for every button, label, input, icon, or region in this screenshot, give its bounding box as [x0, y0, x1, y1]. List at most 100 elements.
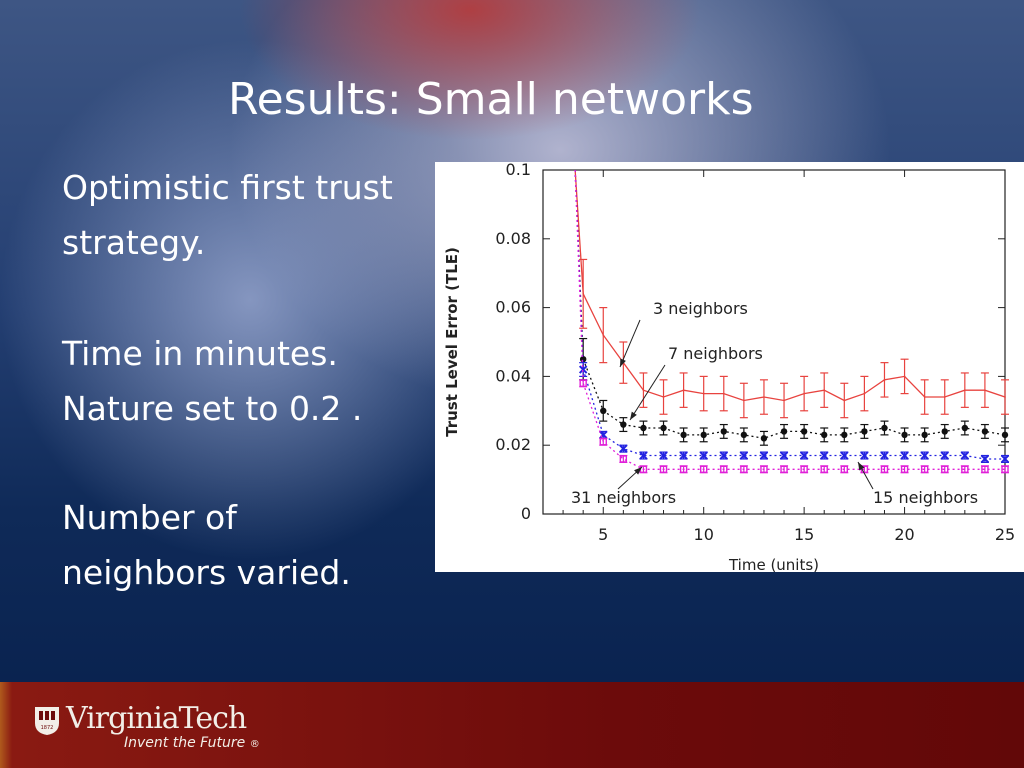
- data-point: [780, 428, 788, 435]
- series-3-neighbors: [574, 169, 1009, 419]
- data-point: [599, 430, 608, 440]
- annotation-label: 15 neighbors: [873, 488, 978, 507]
- data-point: [659, 465, 668, 473]
- annotation-arrow: [619, 319, 641, 368]
- data-point: [860, 465, 869, 473]
- data-point: [780, 465, 788, 473]
- annotation-arrowhead: [620, 358, 626, 367]
- data-point: [599, 438, 607, 446]
- body-line-strategy-1: Optimistic first trust: [62, 168, 393, 207]
- annotation-label: 3 neighbors: [653, 299, 748, 318]
- data-point: [961, 465, 969, 473]
- data-point: [1000, 454, 1010, 464]
- data-point: [821, 431, 828, 439]
- data-point: [662, 396, 665, 398]
- data-point: [660, 424, 667, 432]
- data-point: [578, 365, 588, 374]
- data-point: [702, 392, 705, 395]
- data-point: [740, 431, 748, 439]
- data-point: [722, 392, 725, 395]
- data-point: [640, 424, 647, 432]
- data-point: [820, 451, 829, 460]
- data-point: [760, 465, 768, 473]
- tagline-text: Invent the Future: [124, 735, 246, 751]
- x-tick-label: 10: [694, 525, 714, 544]
- annotation-arrowhead: [634, 467, 642, 475]
- body-line-neighbors-2: neighbors varied.: [62, 553, 351, 592]
- plot-frame: [542, 169, 1006, 515]
- data-point: [941, 465, 949, 473]
- data-point: [880, 465, 889, 473]
- data-point: [984, 389, 986, 391]
- data-point: [1004, 396, 1006, 398]
- data-point: [659, 451, 668, 460]
- annotation-arrowhead: [630, 411, 637, 420]
- chart-panel: Trust Level Error (TLE) Time (units) 0 0.…: [435, 162, 1024, 572]
- data-point: [743, 399, 745, 402]
- data-point: [840, 451, 849, 460]
- data-point: [582, 293, 584, 295]
- virginia-tech-logo: VirginiaTech: [66, 701, 247, 736]
- data-point: [680, 431, 687, 439]
- data-point: [1001, 465, 1009, 473]
- data-point: [920, 451, 929, 460]
- y-tick-label: 0.08: [495, 229, 531, 248]
- data-point: [699, 465, 708, 473]
- data-point: [679, 451, 688, 460]
- x-tick-label: 20: [894, 525, 914, 544]
- data-point: [841, 431, 848, 439]
- data-point: [739, 451, 749, 460]
- x-axis-label: Time (units): [728, 556, 819, 572]
- data-point: [823, 389, 826, 391]
- data-point: [763, 396, 765, 398]
- annotation-arrowhead: [858, 462, 865, 471]
- data-point: [861, 428, 868, 435]
- series-line: [582, 383, 1005, 470]
- y-tick-label: 0.1: [506, 162, 531, 179]
- series-line: [582, 293, 1006, 402]
- y-tick-label: 0.06: [495, 298, 531, 317]
- data-point: [639, 451, 648, 460]
- data-point: [682, 389, 685, 391]
- annotation-label: 7 neighbors: [668, 344, 763, 363]
- data-point: [863, 392, 866, 395]
- data-point: [602, 334, 605, 336]
- data-point: [941, 428, 948, 435]
- y-axis-label: Trust Level Error (TLE): [443, 247, 461, 437]
- data-point: [740, 465, 748, 473]
- data-point: [980, 454, 990, 464]
- data-point: [820, 465, 828, 473]
- data-point: [579, 356, 587, 363]
- data-point: [803, 392, 805, 395]
- data-point: [961, 424, 969, 432]
- series-31-neighbors: [574, 169, 1009, 474]
- data-point: [881, 424, 888, 432]
- data-point: [719, 451, 728, 460]
- body-line-neighbors-1: Number of: [62, 498, 237, 537]
- y-tick-label: 0.04: [495, 366, 531, 385]
- data-point: [779, 451, 789, 460]
- footer-bar: [0, 682, 1024, 768]
- data-point: [720, 428, 727, 435]
- data-point: [642, 389, 645, 391]
- tle-chart: Trust Level Error (TLE) Time (units) 0 0.…: [443, 162, 1015, 572]
- data-point: [960, 451, 970, 460]
- data-point: [880, 451, 889, 460]
- series-line: [582, 358, 1006, 439]
- data-point: [923, 396, 926, 398]
- x-tick-label: 5: [598, 525, 608, 544]
- slide-title: Results: Small networks: [228, 74, 754, 125]
- series-line: [582, 369, 1005, 460]
- data-point: [943, 396, 946, 398]
- data-point: [920, 465, 929, 473]
- data-point: [619, 444, 628, 453]
- data-point: [883, 379, 886, 381]
- tagline: Invent the Future ®: [124, 735, 260, 751]
- annotation-arrow: [629, 364, 666, 421]
- series-15-neighbors: [574, 169, 1010, 464]
- body-line-nature: Nature set to 0.2 .: [62, 389, 363, 428]
- data-point: [783, 399, 785, 402]
- data-point: [579, 379, 587, 387]
- data-point: [1001, 431, 1009, 439]
- data-point: [900, 451, 909, 460]
